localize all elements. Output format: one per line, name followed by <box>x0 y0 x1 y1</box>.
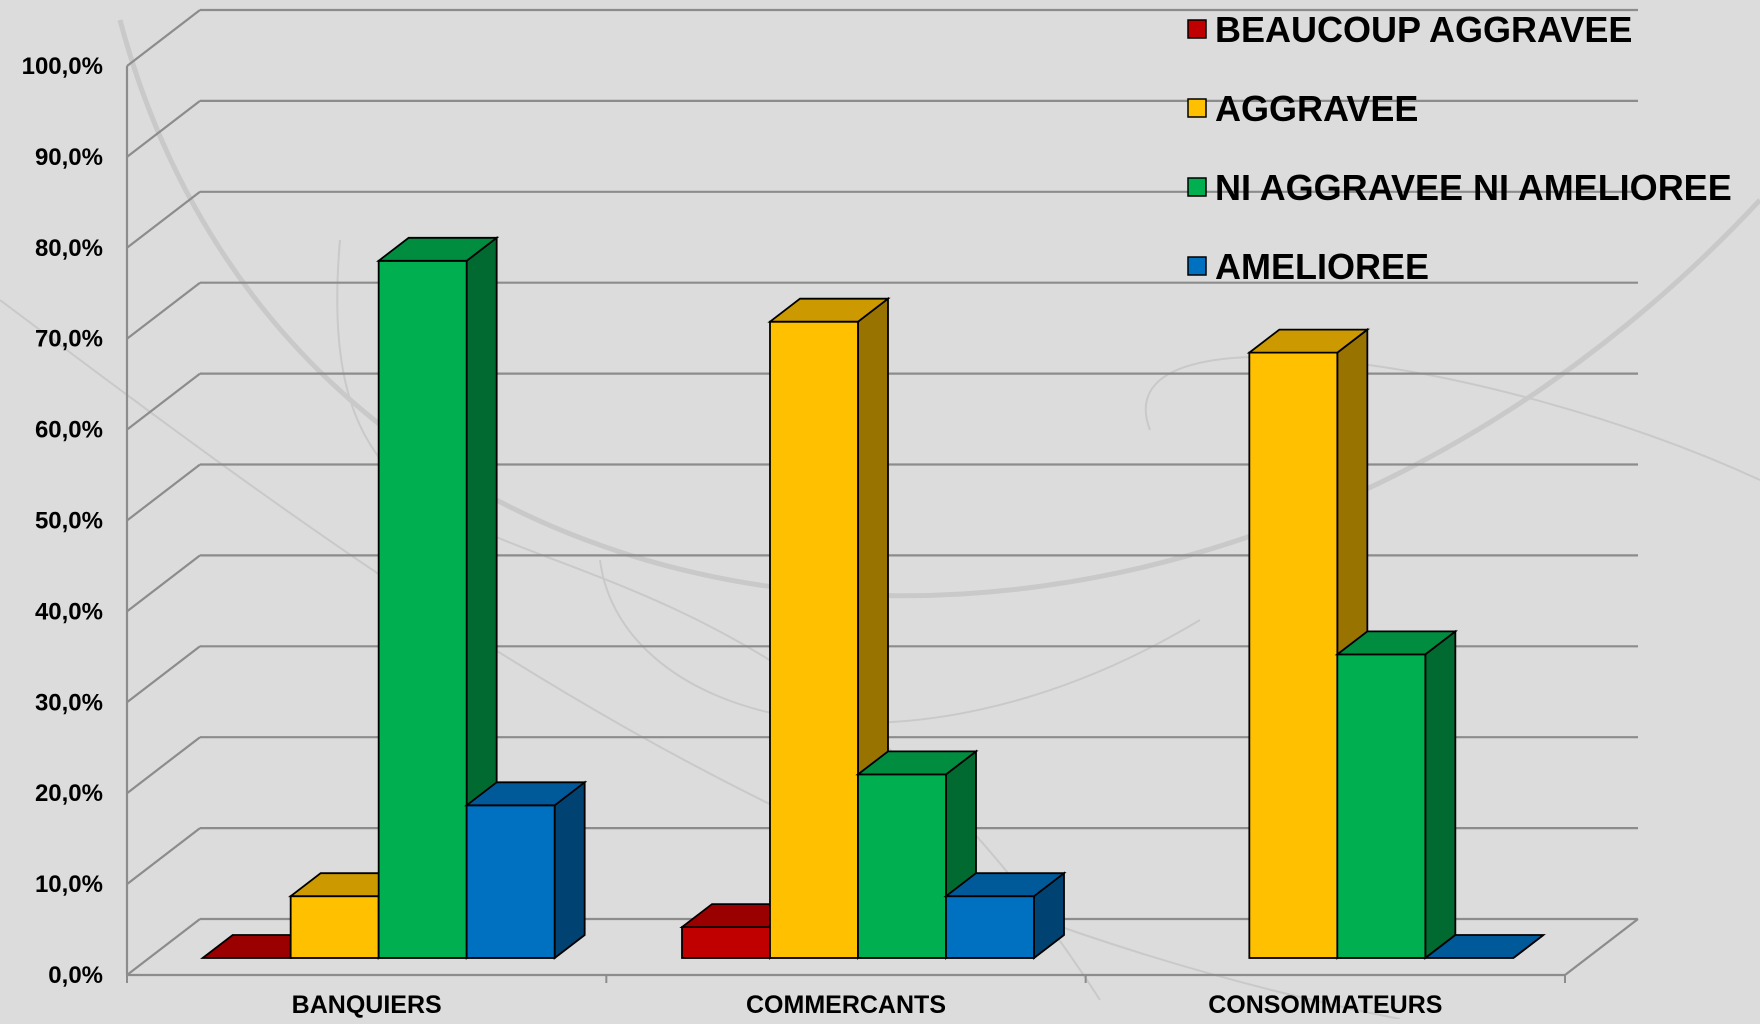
x-tick-label: BANQUIERS <box>292 991 442 1019</box>
y-tick-label: 20,0% <box>35 780 103 807</box>
side-wall-gridline <box>126 736 201 795</box>
side-wall-gridline <box>126 281 201 340</box>
bar-front <box>857 773 947 959</box>
x-axis-ticks: BANQUIERS COMMERCANTS CONSOMMATEURS <box>292 991 1443 1019</box>
legend-swatch <box>1187 98 1207 118</box>
bar-front <box>465 804 556 959</box>
legend-label: BEAUCOUP AGGRAVEE <box>1215 9 1632 50</box>
bar-top <box>1246 328 1370 354</box>
bar-top <box>1334 630 1458 656</box>
bar <box>376 235 500 960</box>
legend-label: AMELIOREE <box>1215 246 1429 287</box>
bar-top <box>855 750 979 776</box>
y-tick-label: 90,0% <box>35 144 103 171</box>
bar <box>1334 629 1458 960</box>
y-tick-label: 0,0% <box>48 962 103 989</box>
y-tick-label: 70,0% <box>35 326 103 353</box>
y-tick-label: 80,0% <box>35 235 103 262</box>
y-tick-label: 60,0% <box>35 417 103 444</box>
x-tick-label: COMMERCANTS <box>746 991 946 1019</box>
bar <box>855 749 979 960</box>
side-wall-gridline <box>126 827 201 885</box>
bar-top <box>943 872 1067 898</box>
legend-swatch <box>1187 256 1207 276</box>
background-swirl <box>1144 355 1760 481</box>
side-wall-gridline <box>126 100 201 158</box>
side-wall-gridline <box>126 9 201 67</box>
y-tick-label: 30,0% <box>35 689 103 716</box>
bar-front <box>945 895 1035 959</box>
bar-side <box>1424 629 1457 960</box>
bar-front <box>681 926 771 959</box>
bar-top <box>767 297 891 323</box>
side-wall-gridline <box>126 190 201 249</box>
side-wall-gridline <box>126 372 201 431</box>
bar-side <box>553 780 586 960</box>
bar <box>464 780 588 960</box>
background-swirl <box>117 19 1760 599</box>
y-tick-label: 10,0% <box>35 871 103 898</box>
floor-right-edge <box>1564 918 1639 976</box>
bars-layer <box>200 235 1546 960</box>
legend-label: NI AGGRAVEE NI AMELIOREE <box>1215 167 1732 208</box>
background-swirl <box>599 559 1201 724</box>
legend-swatch <box>1187 177 1207 197</box>
bar-front <box>377 259 468 959</box>
bar-front <box>1336 653 1427 959</box>
y-tick-label: 100,0% <box>22 53 103 80</box>
bar <box>943 871 1067 960</box>
side-wall-gridline <box>126 918 201 976</box>
side-wall-gridline <box>126 463 201 522</box>
y-axis-ticks: 0,0% 10,0% 20,0% 30,0% 40,0% 50,0% 60,0% 70,0% 8… <box>22 53 103 989</box>
side-wall-gridline <box>126 645 201 704</box>
x-tick-label: CONSOMMATEURS <box>1208 991 1442 1019</box>
legend-swatch <box>1187 19 1207 39</box>
bar-front <box>1248 351 1339 959</box>
legend-label: AGGRAVEE <box>1215 88 1418 129</box>
y-tick-label: 50,0% <box>35 508 103 535</box>
y-tick-label: 40,0% <box>35 598 103 625</box>
bar-top <box>376 236 500 262</box>
side-wall-gridline <box>126 554 201 613</box>
legend: BEAUCOUP AGGRAVEE AGGRAVEE NI AGGRAVEE NI … <box>1187 9 1732 287</box>
bar-top <box>1422 934 1546 959</box>
bar <box>1422 934 1546 959</box>
bar-top <box>464 781 588 807</box>
bar-front <box>769 320 859 959</box>
background-swirl <box>0 299 1401 1020</box>
bar-front <box>289 895 380 959</box>
